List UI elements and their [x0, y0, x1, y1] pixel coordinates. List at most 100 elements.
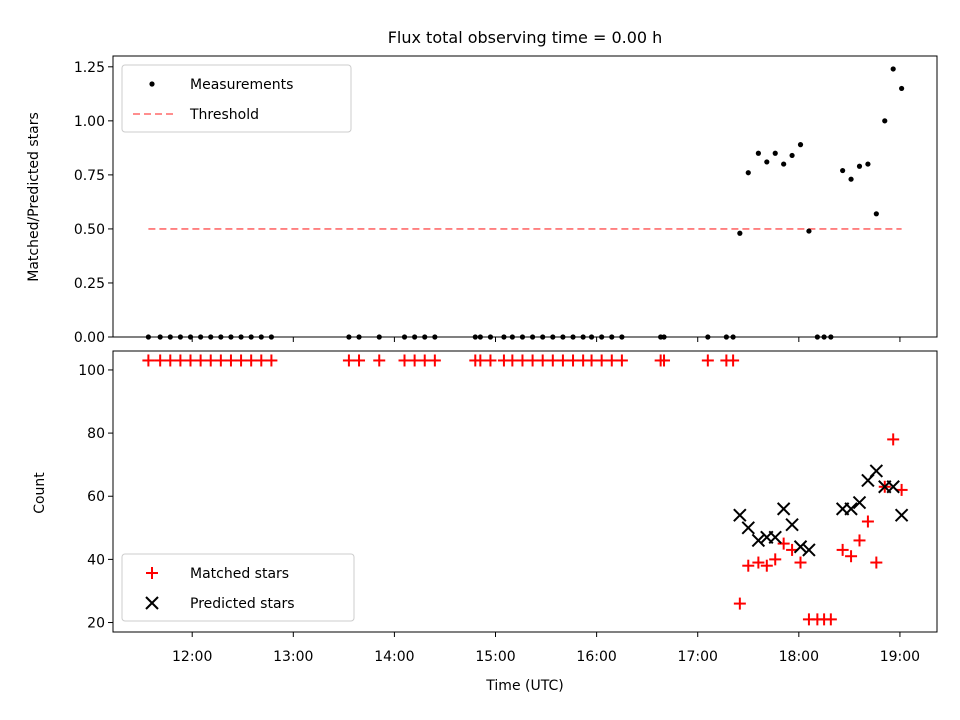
x-tick-label: 14:00: [374, 649, 414, 665]
bottom-y-axis-label: Count: [32, 472, 48, 514]
measurement-point: [157, 334, 163, 340]
matched-star-point: [224, 354, 237, 367]
bottom-legend: Matched stars Predicted stars: [121, 553, 355, 622]
matched-star-point: [870, 556, 883, 569]
bottom-y-ticks: 20 40 60 80 100: [78, 363, 113, 632]
bottom-y-tick-label: 60: [87, 489, 105, 505]
measurement-point: [167, 334, 173, 340]
top-legend-box: [121, 64, 352, 133]
measurement-point: [661, 334, 667, 340]
predicted-star-point: [768, 530, 782, 544]
measurement-point: [412, 334, 418, 340]
measurement-point: [609, 334, 615, 340]
predicted-star-point: [886, 480, 900, 494]
matched-star-point: [194, 354, 207, 367]
measurement-point: [755, 150, 761, 156]
legend-matched-label: Matched stars: [190, 566, 289, 582]
matched-star-point: [760, 559, 773, 572]
measurement-point: [177, 334, 184, 340]
matched-star-point: [142, 354, 155, 367]
matched-star-point: [418, 354, 431, 367]
matched-star-point: [556, 354, 569, 367]
measurement-point: [882, 118, 888, 124]
bottom-legend-box: [121, 553, 355, 622]
measurement-point: [145, 334, 151, 340]
matched-star-point: [752, 556, 765, 569]
measurement-point: [550, 334, 556, 340]
measurement-point: [540, 334, 546, 340]
bottom-axes-frame: [112, 350, 938, 633]
predicted-star-point: [802, 543, 816, 557]
measurement-point: [789, 152, 795, 159]
measurement-point: [501, 334, 507, 340]
top-axes: 0.00 0.25 0.50 0.75 1.00 1.25 Matched/Predict…: [26, 55, 938, 346]
x-tick-label: 18:00: [779, 649, 819, 665]
legend-threshold-label: Threshold: [189, 107, 259, 123]
matched-star-point: [373, 354, 386, 367]
predicted-star-point: [741, 521, 755, 535]
measurement-point: [619, 334, 625, 340]
measurement-point: [422, 334, 428, 340]
measurement-point: [401, 334, 408, 340]
matched-star-point: [398, 354, 411, 367]
measurement-point: [228, 334, 234, 340]
x-tick-label: 15:00: [475, 649, 515, 665]
legend-predicted-marker: [145, 596, 159, 610]
measurement-point: [487, 334, 494, 340]
matched-star-point: [265, 354, 278, 367]
top-y-tick-label: 0.50: [74, 222, 105, 238]
matched-star-point: [154, 354, 167, 367]
measurement-point: [208, 334, 214, 340]
matched-star-point: [567, 354, 580, 367]
top-legend: Measurements Threshold: [121, 64, 352, 133]
predicted-star-point: [894, 508, 909, 522]
x-axis-label: Time (UTC): [485, 678, 563, 694]
measurement-point: [509, 334, 515, 340]
matched-star-point: [353, 354, 366, 367]
matched-star-point: [845, 550, 858, 563]
measurement-point: [472, 334, 478, 340]
legend-measurements-marker: [149, 81, 155, 87]
matched-star-point: [585, 354, 598, 367]
matched-star-point: [733, 597, 746, 610]
predicted-star-point: [793, 540, 808, 554]
measurement-point: [705, 334, 711, 340]
predicted-star-point: [869, 464, 884, 478]
matched-star-point: [536, 354, 549, 367]
predicted-star-point: [852, 495, 867, 510]
bottom-y-tick-label: 20: [87, 616, 105, 632]
measurement-point: [723, 334, 729, 340]
measurement-point: [529, 334, 536, 340]
measurement-point: [519, 334, 526, 340]
matched-star-point: [794, 556, 807, 569]
bottom-axes: 20 40 60 80 100 12:00 13:00 14:00 15:00 16:00 17:…: [32, 350, 938, 694]
measurement-point: [899, 85, 905, 92]
matched-star-point: [255, 354, 268, 367]
measurement-point: [772, 150, 778, 156]
measurement-point: [588, 334, 595, 340]
measurement-point: [873, 211, 879, 217]
measurement-point: [828, 334, 834, 340]
matched-star-point: [546, 354, 559, 367]
predicted-star-point: [785, 517, 799, 532]
matched-star-point: [605, 354, 618, 367]
matched-star-point: [342, 354, 355, 367]
matched-star-point: [853, 534, 866, 547]
x-tick-label: 16:00: [576, 649, 616, 665]
matched-star-point: [777, 537, 790, 550]
matched-star-point: [174, 354, 187, 367]
matched-star-point: [204, 354, 217, 367]
legend-measurements-label: Measurements: [190, 77, 293, 93]
measurement-point: [856, 163, 863, 169]
predicted-star-point: [776, 502, 791, 516]
matched-star-point: [824, 613, 837, 626]
measurement-point: [356, 334, 362, 340]
legend-matched-marker: [146, 567, 158, 579]
predicted-star-point: [844, 502, 858, 516]
top-y-tick-label: 0.75: [74, 168, 105, 184]
x-tick-label: 19:00: [880, 649, 920, 665]
measurement-point: [848, 176, 854, 182]
top-y-axis-label: Matched/Predicted stars: [26, 112, 42, 282]
matched-star-point: [727, 354, 740, 367]
